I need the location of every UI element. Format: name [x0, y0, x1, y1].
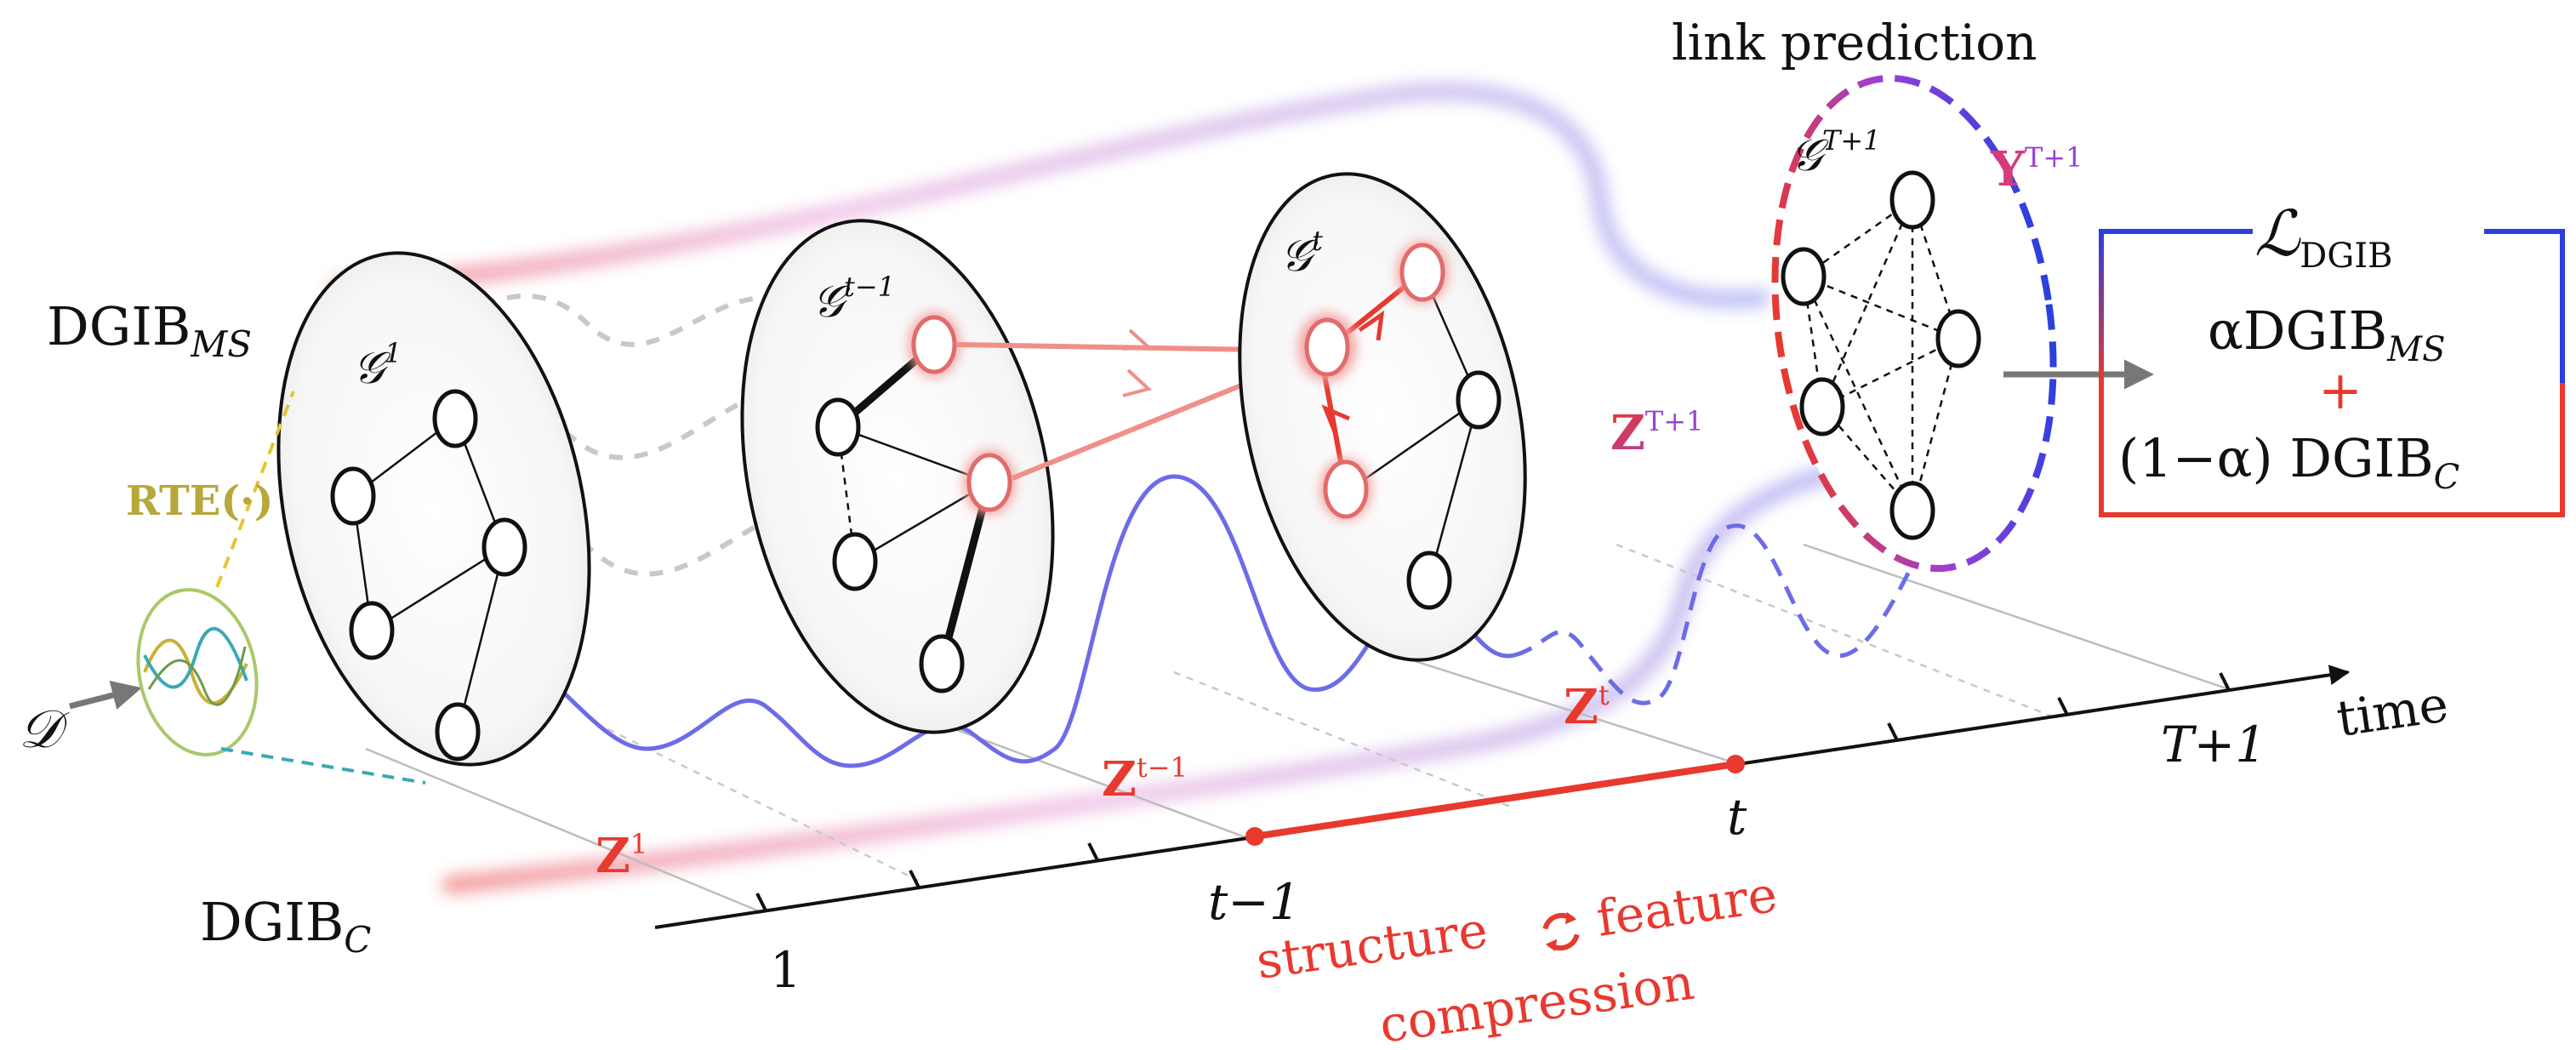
blue-wave-dashed — [1513, 523, 1925, 705]
compression-segment — [1254, 761, 1736, 840]
tick-T-plus-1: T+1 — [2161, 716, 2266, 773]
dgib-c-band — [442, 454, 1898, 894]
dataset-arrow — [69, 681, 142, 710]
graph-g-t-minus-1: 𝒢t−1 — [740, 219, 1055, 734]
tick-t: t — [1727, 788, 1747, 846]
dgib-ms-label: DGIBMS — [47, 295, 252, 365]
graph-g-t: 𝒢t — [1238, 172, 1527, 662]
rte-dash-bottom — [220, 747, 426, 785]
compression-label: compression — [1376, 953, 1697, 1050]
rte-label: RTE(·) — [126, 477, 273, 525]
axis-ticks — [755, 672, 2231, 911]
t-marker — [1726, 755, 1745, 773]
loss-title: ℒDGIB — [2254, 197, 2393, 276]
graph-g-T-plus-1: 𝒢T+1 — [1771, 74, 2057, 573]
z1-label: Z1 — [596, 828, 647, 884]
tick-t-minus-1: t−1 — [1208, 873, 1301, 931]
loss-box: ℒDGIB αDGIBMS + (1−α) DGIBC — [2099, 197, 2565, 517]
blue-wave — [493, 474, 1515, 768]
graph-g1: 𝒢1 — [276, 251, 591, 767]
tick-1: 1 — [770, 941, 801, 999]
link-prediction-label: link prediction — [1672, 14, 2037, 71]
loss-term2: (1−α) DGIBC — [2118, 427, 2459, 497]
z-T-plus-1-label: ZT+1 — [1610, 405, 1703, 461]
g-T-plus-1-label: 𝒢T+1 — [1791, 124, 1881, 181]
input-block: 𝒟 RTE(·) — [19, 391, 426, 785]
dgib-c-label: DGIBC — [200, 891, 371, 961]
z-t-label: Zt — [1564, 679, 1610, 735]
cycle-icon — [1542, 911, 1580, 952]
z-t-minus-1-label: Zt−1 — [1102, 751, 1188, 807]
loss-plus: + — [2318, 359, 2362, 421]
dataset-symbol: 𝒟 — [19, 698, 70, 760]
y-T-plus-1-label: YT+1 — [1990, 141, 2083, 197]
time-label: time — [2333, 675, 2451, 748]
loss-term1: αDGIBMS — [2208, 300, 2446, 369]
t-minus-1-marker — [1245, 827, 1264, 846]
rte-circle — [136, 588, 259, 756]
rte-dash-top — [215, 391, 295, 588]
feature-label: feature — [1593, 865, 1780, 948]
dgib-ms-band — [331, 82, 1770, 309]
